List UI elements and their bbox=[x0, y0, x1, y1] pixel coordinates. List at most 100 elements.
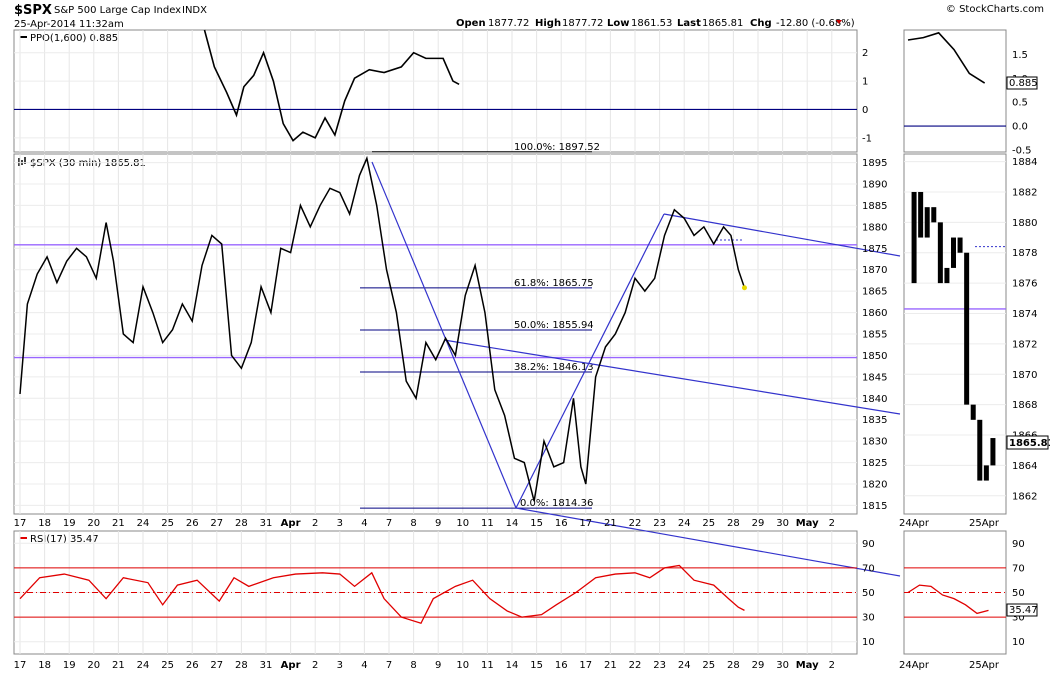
price-y-tick: 1820 bbox=[862, 480, 887, 491]
x-tick-label: 14 bbox=[506, 518, 519, 529]
rsi-y-tick: 90 bbox=[862, 539, 875, 550]
svg-text:35.47: 35.47 bbox=[1009, 605, 1038, 616]
side-price-candle bbox=[931, 207, 937, 223]
x-tick-label: 7 bbox=[386, 518, 392, 529]
side-rsi-y-tick: 70 bbox=[1012, 563, 1025, 574]
ppo-legend: PPO(1,600) 0.885 bbox=[20, 33, 118, 44]
x-tick-label: 22 bbox=[629, 518, 642, 529]
x-tick-label: 20 bbox=[87, 518, 100, 529]
x-tick-label: 10 bbox=[456, 518, 469, 529]
axis-layer: 1717181819192020212124242525262627272828… bbox=[14, 48, 1038, 671]
x-tick-label: 8 bbox=[410, 518, 416, 529]
x-tick-label: 24 bbox=[137, 660, 150, 671]
x-tick-label: 11 bbox=[481, 660, 494, 671]
x-tick-label: 21 bbox=[112, 518, 125, 529]
x-tick-label: 2 bbox=[829, 518, 835, 529]
side-price-candle bbox=[977, 419, 983, 481]
svg-text:0.885: 0.885 bbox=[1009, 78, 1038, 89]
side-price-y-tick: 1862 bbox=[1012, 491, 1037, 502]
fib-level-label: 100.0%: 1897.52 bbox=[514, 142, 600, 153]
x-tick-label: 21 bbox=[604, 518, 617, 529]
ppo-value-tag: 0.885 bbox=[1006, 76, 1038, 90]
svg-text:Chg: Chg bbox=[750, 18, 772, 29]
side-ppo-y-tick: -0.5 bbox=[1012, 146, 1032, 157]
x-tick-label: 23 bbox=[653, 518, 666, 529]
svg-text:Low: Low bbox=[607, 18, 629, 29]
ppo-y-tick: 0 bbox=[862, 105, 868, 116]
price-y-tick: 1815 bbox=[862, 501, 887, 512]
side-x-tick-label: 24Apr bbox=[899, 518, 930, 529]
side-price-candle bbox=[911, 191, 917, 284]
ppo-line bbox=[203, 29, 460, 142]
x-tick-label: 19 bbox=[63, 660, 76, 671]
price-y-tick: 1845 bbox=[862, 372, 887, 383]
ohlc-bar: Open 1877.72 High 1877.72 Low 1861.53 La… bbox=[456, 18, 855, 29]
side-x-tick-label: 24Apr bbox=[899, 660, 930, 671]
x-tick-label: 24 bbox=[678, 660, 691, 671]
side-price-y-tick: 1880 bbox=[1012, 218, 1037, 229]
x-tick-label: 15 bbox=[530, 660, 543, 671]
price-y-tick: 1850 bbox=[862, 351, 887, 362]
svg-text:Open: Open bbox=[456, 18, 486, 29]
x-tick-label: 14 bbox=[506, 660, 519, 671]
side-price-y-tick: 1870 bbox=[1012, 370, 1037, 381]
x-tick-label: 17 bbox=[579, 518, 592, 529]
price-y-tick: 1895 bbox=[862, 158, 887, 169]
trend-line bbox=[371, 161, 517, 509]
price-y-tick: 1885 bbox=[862, 201, 887, 212]
x-tick-label: 31 bbox=[260, 660, 273, 671]
price-y-tick: 1840 bbox=[862, 394, 887, 405]
side-price-candle bbox=[970, 404, 976, 420]
data-layer: 100.0%: 1897.52 61.8%: 1865.75 50.0%: 1855… bbox=[14, 29, 1006, 625]
side-price-candle bbox=[957, 237, 963, 253]
trend-line bbox=[515, 507, 901, 577]
price-y-tick: 1865 bbox=[862, 287, 887, 298]
x-tick-label: 16 bbox=[555, 518, 568, 529]
rsi-y-tick: 10 bbox=[862, 637, 875, 648]
x-tick-label: 18 bbox=[38, 660, 51, 671]
side-price-candle bbox=[937, 222, 943, 284]
trend-line bbox=[663, 213, 901, 257]
x-tick-label: 2 bbox=[312, 660, 318, 671]
side-price-candle bbox=[944, 267, 950, 284]
svg-text:Last: Last bbox=[677, 18, 701, 29]
rsi-value-tag: 35.47 bbox=[1006, 603, 1038, 617]
copyright: © StockCharts.com bbox=[946, 4, 1044, 15]
last-price-dot bbox=[741, 285, 747, 291]
price-y-tick: 1830 bbox=[862, 437, 887, 448]
x-tick-label: May bbox=[796, 660, 819, 671]
price-y-tick: 1875 bbox=[862, 244, 887, 255]
svg-text:$SPX (30 min) 1865.81: $SPX (30 min) 1865.81 bbox=[30, 158, 146, 169]
side-rsi-y-tick: 10 bbox=[1012, 637, 1025, 648]
side-price-candle bbox=[964, 252, 970, 405]
x-tick-label: 28 bbox=[727, 660, 740, 671]
x-tick-label: 25 bbox=[161, 660, 174, 671]
side-price-candle bbox=[924, 207, 930, 238]
x-tick-label: 29 bbox=[752, 660, 765, 671]
x-tick-label: 21 bbox=[604, 660, 617, 671]
side-x-tick-label: 25Apr bbox=[969, 660, 1000, 671]
side-price-y-tick: 1876 bbox=[1012, 279, 1037, 290]
side-price-y-tick: 1884 bbox=[1012, 157, 1037, 168]
rsi-line bbox=[19, 564, 745, 625]
side-price-y-tick: 1864 bbox=[1012, 461, 1037, 472]
date-label: 25-Apr-2014 11:32am bbox=[14, 19, 124, 30]
side-ppo-y-tick: 0.0 bbox=[1012, 122, 1028, 133]
price-y-tick: 1860 bbox=[862, 308, 887, 319]
rsi-y-tick: 30 bbox=[862, 613, 875, 624]
x-tick-label: 22 bbox=[629, 660, 642, 671]
x-tick-label: 30 bbox=[776, 660, 789, 671]
x-tick-label: 3 bbox=[337, 518, 343, 529]
symbol: $SPX bbox=[14, 3, 52, 18]
side-price-candle bbox=[951, 237, 956, 268]
price-y-tick: 1825 bbox=[862, 458, 887, 469]
x-tick-label: 30 bbox=[776, 518, 789, 529]
x-tick-label: 7 bbox=[386, 660, 392, 671]
exchange: INDX bbox=[182, 5, 207, 16]
trend-line bbox=[515, 213, 665, 509]
side-rsi-line bbox=[907, 584, 989, 615]
x-tick-label: 19 bbox=[63, 518, 76, 529]
index-name: S&P 500 Large Cap Index bbox=[54, 5, 181, 16]
x-tick-label: May bbox=[796, 518, 819, 529]
svg-text:1861.53: 1861.53 bbox=[631, 18, 672, 29]
